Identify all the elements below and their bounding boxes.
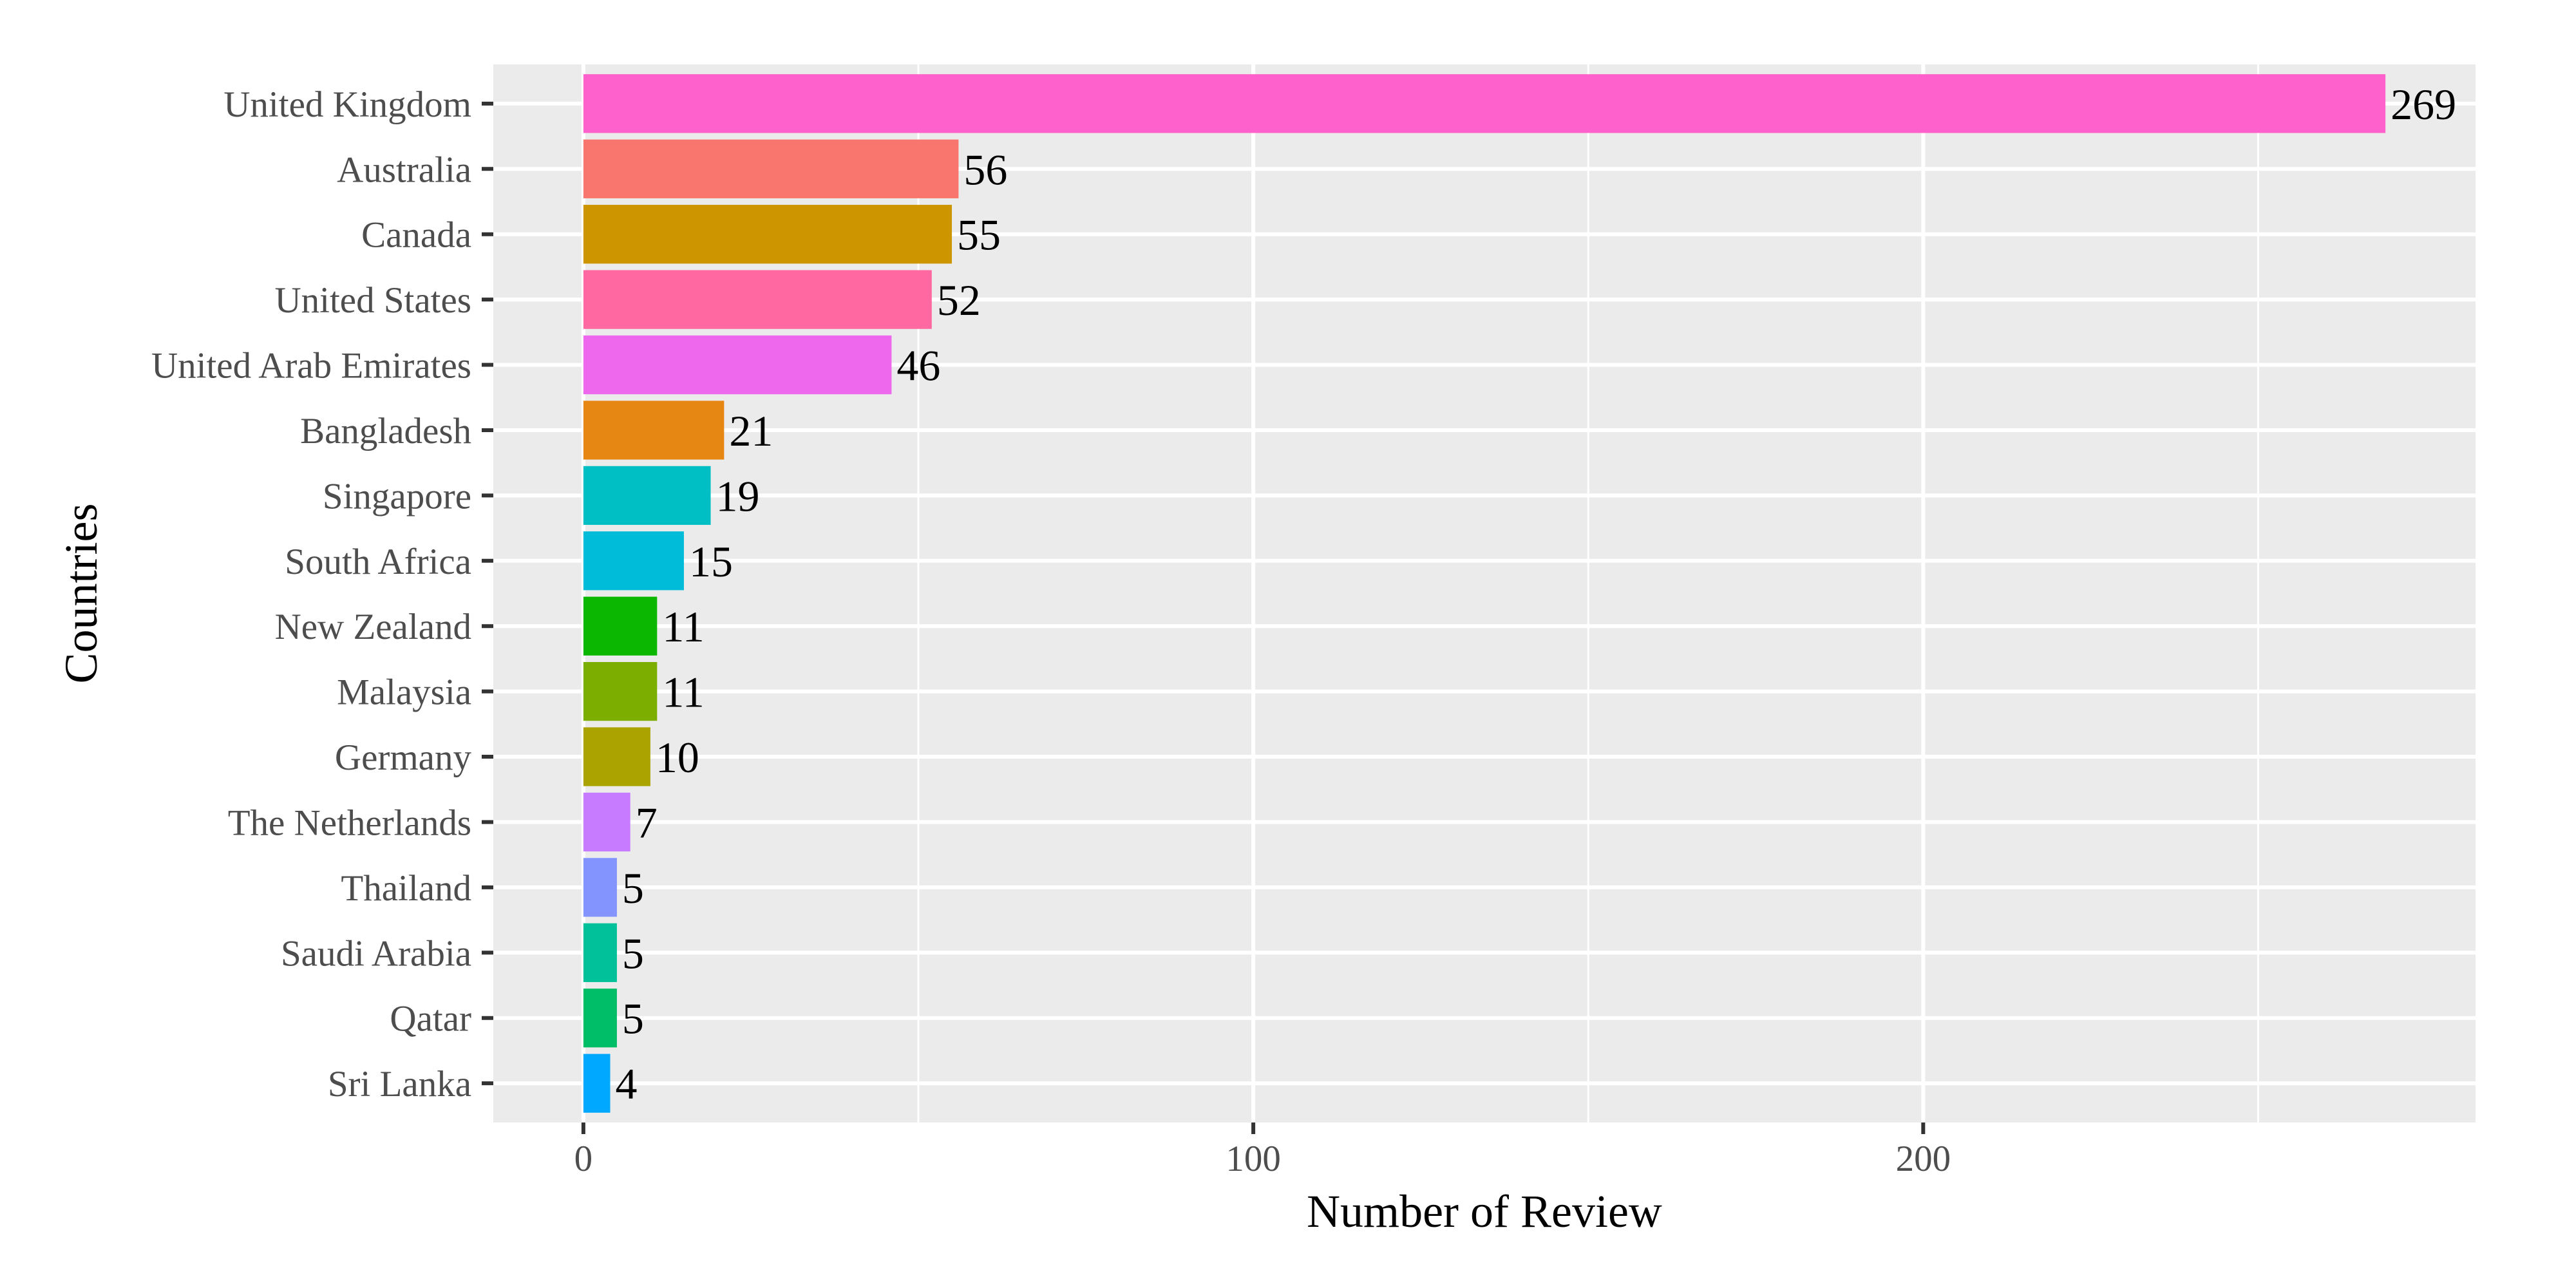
bar-thailand (583, 858, 617, 917)
y-tick-label: Germany (335, 737, 472, 778)
bar-south-africa (583, 531, 684, 591)
bar-united-states (583, 270, 932, 329)
y-tick-label: United Kingdom (223, 84, 471, 125)
x-tick-label: 200 (1896, 1139, 1951, 1179)
bar-value-label: 4 (616, 1059, 638, 1108)
bar-value-label: 56 (963, 145, 1007, 194)
bar-value-label: 7 (636, 798, 658, 847)
y-axis: United Kingdom Australia Canada United Stat… (151, 84, 493, 1104)
bar-singapore (583, 466, 711, 526)
bar-australia (583, 139, 959, 198)
y-tick-label: Singapore (323, 476, 471, 516)
bar-saudi-arabia (583, 923, 617, 982)
bar-value-label: 15 (689, 537, 733, 586)
bar-value-label: 52 (937, 276, 981, 325)
x-axis-title: Number of Review (1307, 1186, 1662, 1237)
bar-value-label: 55 (957, 211, 1001, 260)
y-tick-label: Saudi Arabia (281, 933, 471, 974)
bar-united-kingdom (583, 74, 2386, 133)
bar-value-label: 269 (2391, 80, 2456, 129)
y-axis-title: Countries (55, 504, 107, 684)
bar-series (583, 74, 2386, 1113)
x-axis: 0 100 200 (574, 1122, 1951, 1179)
x-tick-label: 0 (574, 1139, 593, 1179)
bar-united-arab-emirates (583, 335, 892, 395)
bar-malaysia (583, 661, 658, 721)
bar-value-label: 10 (656, 733, 699, 782)
y-tick-label: Sri Lanka (328, 1064, 471, 1104)
bar-bangladesh (583, 401, 724, 460)
y-tick-label: Australia (337, 149, 471, 190)
y-tick-label: South Africa (285, 542, 471, 582)
y-tick-label: Canada (361, 215, 471, 256)
y-tick-label: United States (274, 280, 471, 321)
bar-value-label: 11 (662, 602, 704, 651)
bar-value-label: 21 (729, 406, 773, 455)
y-tick-label: Thailand (341, 868, 471, 909)
bar-the-netherlands (583, 792, 630, 852)
y-tick-label: Bangladesh (300, 411, 471, 451)
bar-value-label: 5 (622, 929, 644, 978)
bar-value-label: 5 (622, 994, 644, 1043)
bar-value-label: 5 (622, 864, 644, 913)
y-tick-label: Malaysia (337, 672, 471, 713)
bar-canada (583, 205, 952, 264)
bar-value-label: 19 (716, 471, 760, 520)
bar-qatar (583, 989, 617, 1048)
y-tick-label: Qatar (390, 999, 471, 1039)
y-tick-label: United Arab Emirates (151, 346, 471, 386)
bar-germany (583, 727, 650, 786)
x-tick-label: 100 (1226, 1139, 1281, 1179)
bar-new-zealand (583, 596, 658, 656)
y-tick-label: The Netherlands (228, 802, 471, 843)
bar-value-label: 11 (662, 668, 704, 717)
bar-sri-lanka (583, 1054, 611, 1113)
y-tick-label: New Zealand (275, 607, 471, 647)
bar-value-label: 46 (896, 341, 940, 390)
